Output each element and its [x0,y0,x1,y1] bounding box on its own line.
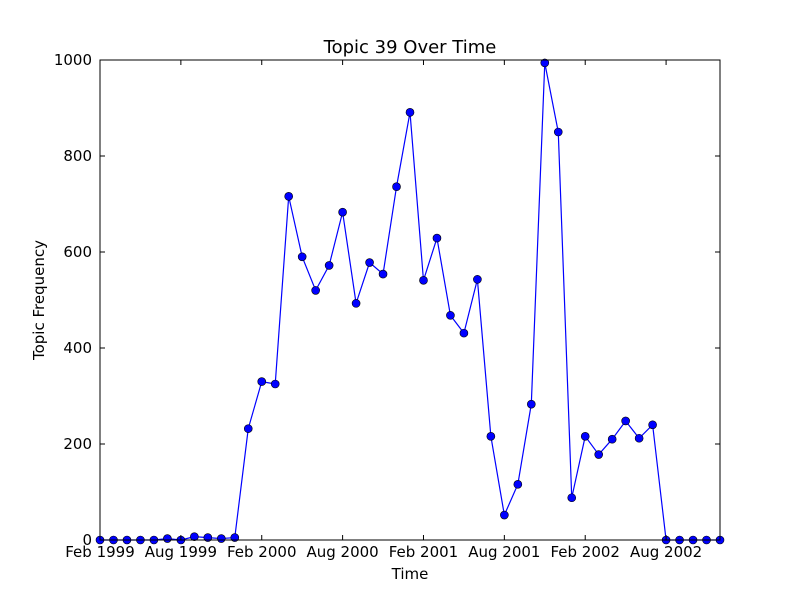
data-point [378,269,388,279]
plot-frame [99,59,721,541]
data-point [526,399,536,409]
x-tick-label: Aug 2002 [630,543,702,561]
y-tick-label: 1000 [54,51,92,69]
data-point [607,434,617,444]
y-tick-label: 400 [63,339,92,357]
data-point [553,127,563,137]
x-tick-label: Feb 2002 [550,543,620,561]
data-point [257,377,267,386]
data-point [500,510,509,520]
data-point [217,534,226,543]
y-tick-label: 600 [63,243,92,261]
data-point [270,379,280,389]
data-point [621,416,630,426]
data-point [473,275,482,284]
x-tick-label: Aug 1999 [145,543,217,561]
y-axis-label: Topic Frequency [30,240,48,361]
data-point [459,328,469,338]
data-point [540,58,550,68]
x-tick-label: Feb 1999 [65,543,135,561]
data-point [648,420,657,430]
data-point [351,299,361,308]
x-axis-label: Time [391,565,429,583]
data-point [513,480,523,489]
data-point [365,258,374,267]
chart-title: Topic 39 Over Time [323,37,497,58]
data-point [311,286,320,295]
data-point [634,433,644,443]
data-point [284,192,294,201]
x-tick-label: Aug 2000 [306,543,378,561]
data-point [486,432,496,441]
data-point [567,493,577,503]
x-tick-label: Feb 2001 [389,543,459,561]
y-tick-label: 0 [82,531,92,549]
data-point [432,233,442,243]
data-point [580,432,590,441]
data-point [243,424,253,433]
x-tick-label: Aug 2001 [468,543,540,561]
data-point [405,108,415,117]
axis-ticks: 0 200 400 600 800 1000 Feb 1999 Aug 1999 Feb 200… [54,51,720,561]
data-point [338,207,347,217]
data-point [392,182,401,192]
data-point [446,311,455,320]
data-point [594,450,604,459]
data-point [190,532,199,541]
y-tick-label: 800 [63,147,92,165]
data-point [324,261,334,270]
data-point [297,252,307,262]
x-tick-label: Feb 2000 [227,543,297,561]
data-point [163,534,172,543]
data-point [419,276,428,285]
y-tick-label: 200 [63,435,92,453]
